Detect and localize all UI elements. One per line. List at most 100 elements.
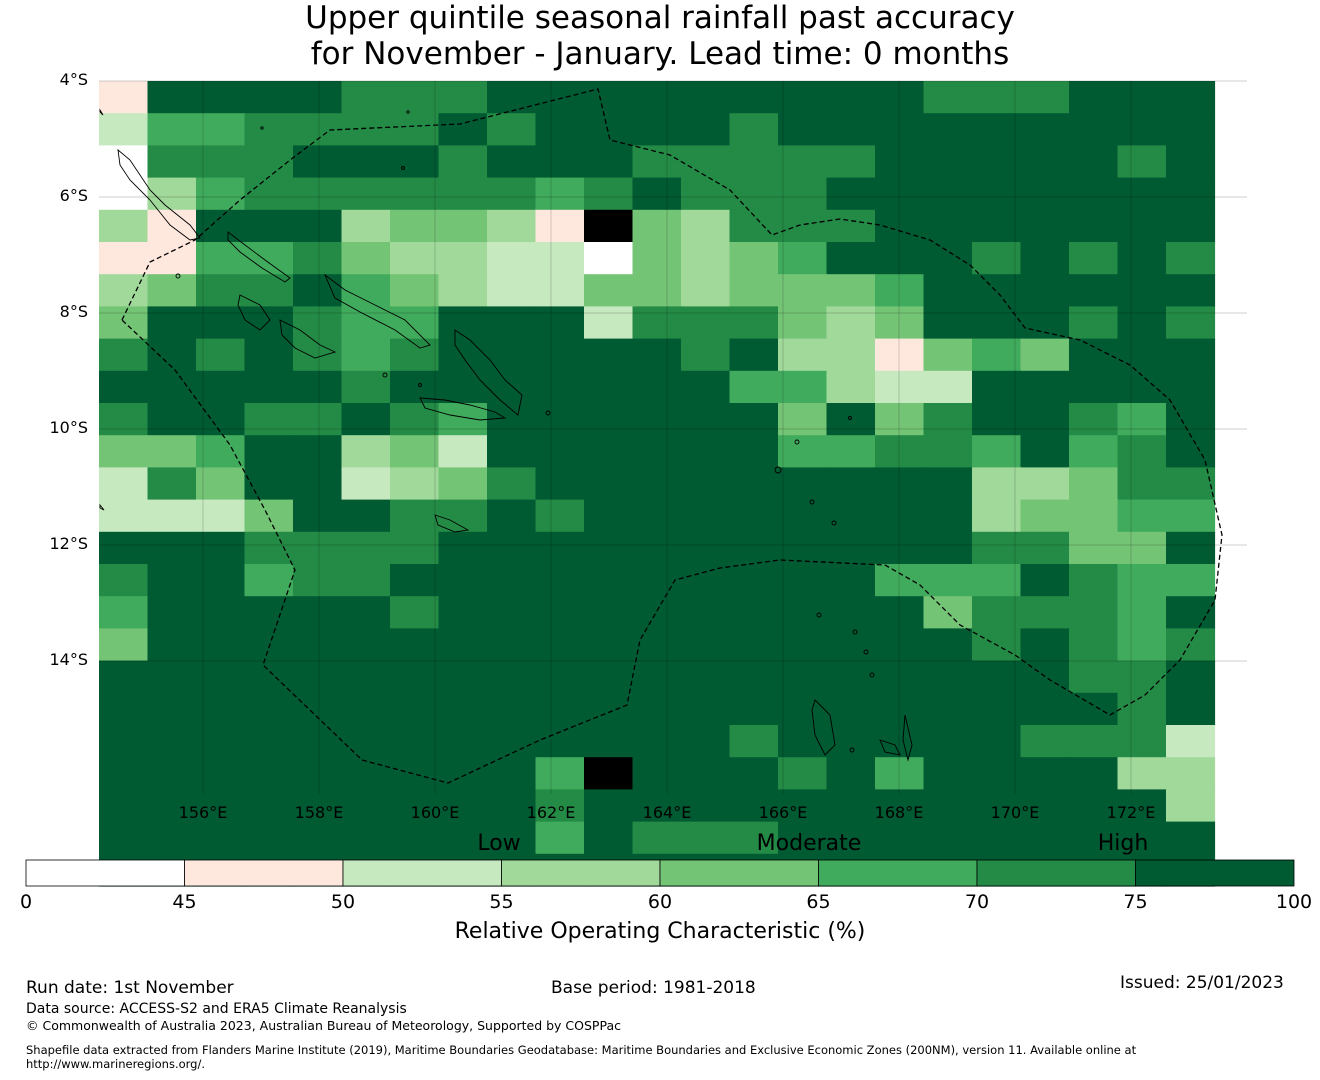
grid-cell <box>826 692 876 726</box>
grid-cell <box>778 274 828 307</box>
island-efate <box>902 714 913 762</box>
grid-cell <box>438 370 488 404</box>
grid-cell <box>729 531 779 565</box>
grid-cell <box>293 81 343 114</box>
grid-cell <box>438 209 488 243</box>
base-period: Base period: 1981-2018 <box>551 978 756 998</box>
grid-cell <box>244 145 294 179</box>
grid-cell <box>826 628 876 662</box>
eez-boundary <box>121 88 1223 784</box>
grid-cell <box>1020 757 1070 790</box>
grid-cell <box>826 499 876 533</box>
grid-cell <box>729 242 779 275</box>
grid-cell <box>1069 660 1119 694</box>
copyright: © Commonwealth of Australia 2023, Austra… <box>26 1018 621 1033</box>
grid-cell <box>584 177 634 211</box>
grid-cell <box>826 145 876 179</box>
grid-cell <box>729 596 779 629</box>
grid-cell <box>923 725 973 758</box>
grid-cell <box>972 757 1022 790</box>
grid-cell <box>196 692 246 726</box>
grid-cell <box>778 725 828 758</box>
grid-cell <box>729 338 779 372</box>
grid-cell <box>729 467 779 501</box>
grid-cell <box>1166 725 1216 758</box>
grid-cell <box>632 338 682 372</box>
grid-cell <box>1020 564 1070 597</box>
colorbar-segment <box>818 859 978 887</box>
grid-cell <box>341 403 391 436</box>
grid-cell <box>293 789 343 823</box>
grid-cell <box>244 757 294 790</box>
grid-cell <box>875 403 925 436</box>
grid-cell <box>972 306 1022 340</box>
grid-cell <box>535 145 585 179</box>
grid-cell <box>681 435 731 468</box>
grid-cell <box>681 757 731 790</box>
colorbar-segment <box>342 859 502 887</box>
grid-cell <box>1166 81 1216 114</box>
grid-cell <box>341 177 391 211</box>
shapefile-credit: Shapefile data extracted from Flanders M… <box>26 1043 1137 1057</box>
island-bougainville <box>117 148 201 241</box>
grid-cell <box>778 145 828 179</box>
grid-cell <box>244 467 294 501</box>
grid-cell <box>535 725 585 758</box>
grid-cell <box>147 113 197 146</box>
grid-cell <box>487 692 537 726</box>
grid-cell <box>341 564 391 597</box>
chart-title-line2: for November - January. Lead time: 0 mon… <box>310 36 1010 72</box>
grid-cell <box>244 725 294 758</box>
island-small-2 <box>99 503 105 511</box>
grid-cell <box>923 596 973 629</box>
grid-cell <box>293 145 343 179</box>
grid-cell <box>1069 628 1119 662</box>
grid-cell <box>972 467 1022 501</box>
grid-cell <box>1020 177 1070 211</box>
grid-cell <box>972 531 1022 565</box>
grid-cell <box>147 338 197 372</box>
grid-cell <box>293 306 343 340</box>
grid-cell <box>875 435 925 468</box>
grid-cell <box>1117 274 1167 307</box>
grid-cell <box>438 403 488 436</box>
grid-cell <box>1117 338 1167 372</box>
grid-cell <box>1020 113 1070 146</box>
grid-cell <box>1069 564 1119 597</box>
grid-cell <box>729 403 779 436</box>
grid-cell <box>972 692 1022 726</box>
grid-cell <box>390 628 440 662</box>
grid-cell <box>1069 821 1119 855</box>
grid-cell <box>390 306 440 340</box>
grid-cell <box>341 628 391 662</box>
grid-cell <box>487 596 537 629</box>
grid-cell <box>1117 81 1167 114</box>
grid-cell <box>681 692 731 726</box>
grid-cell <box>244 564 294 597</box>
grid-cell <box>1166 821 1216 855</box>
grid-cell <box>487 789 537 823</box>
grid-cell <box>535 660 585 694</box>
grid-cell <box>535 467 585 501</box>
grid-cell <box>196 274 246 307</box>
grid-cell <box>972 403 1022 436</box>
grid-cell <box>632 757 682 790</box>
grid-cell <box>244 435 294 468</box>
grid-cell <box>972 274 1022 307</box>
colorbar-tick: 65 <box>806 891 831 913</box>
grid-cell <box>972 499 1022 533</box>
grid-cell <box>390 242 440 275</box>
grid-cell <box>1166 660 1216 694</box>
grid-cell <box>535 403 585 436</box>
grid-cell <box>632 274 682 307</box>
grid-cell <box>1166 435 1216 468</box>
grid-cell <box>196 113 246 146</box>
graticule <box>99 80 1247 794</box>
grid-cell <box>487 757 537 790</box>
grid-cell <box>535 242 585 275</box>
grid-cell <box>293 596 343 629</box>
grid-cell <box>341 725 391 758</box>
grid-cell <box>293 725 343 758</box>
grid-cell <box>778 306 828 340</box>
grid-cell <box>99 596 149 629</box>
